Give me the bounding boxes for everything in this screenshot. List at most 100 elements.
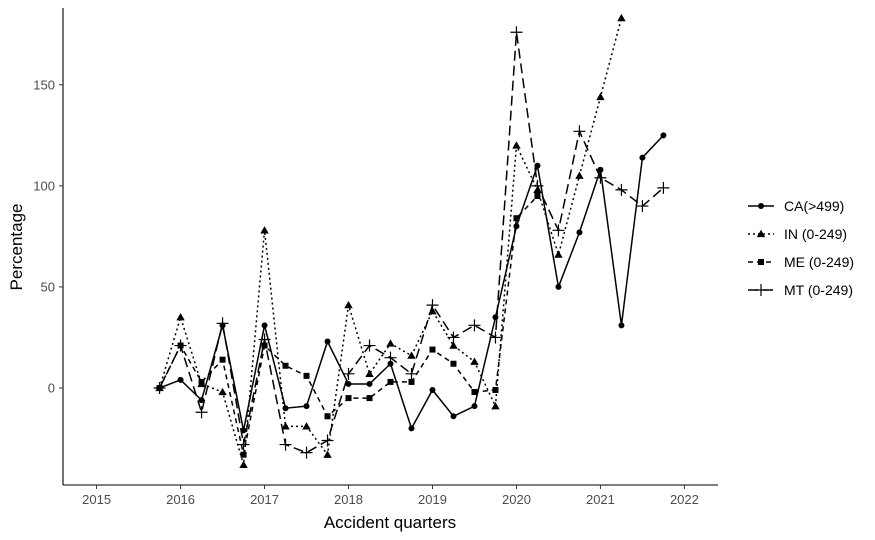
series-4-point-23 [636, 200, 649, 213]
series-2-point-8 [323, 450, 332, 458]
series-1-point-19 [555, 283, 562, 290]
series-3-point-7 [303, 372, 310, 379]
series-3-point-12 [408, 378, 415, 385]
series-4-point-14 [447, 331, 460, 344]
series-1-point-1 [177, 376, 184, 383]
series-1-point-14 [450, 413, 457, 420]
x-tick-label-2022: 2022 [670, 492, 699, 507]
series-4-point-17 [510, 26, 523, 39]
series-1-point-18 [534, 162, 541, 169]
series-2-point-19 [554, 250, 563, 258]
series-2-point-11 [386, 339, 395, 347]
legend-item-4-label: MT (0-249) [784, 282, 853, 298]
legend-item-1: CA(>499) [748, 198, 844, 214]
series-4-point-24 [657, 181, 670, 194]
series-4-point-1 [174, 339, 187, 352]
series-1-point-2 [198, 397, 205, 404]
series-4 [153, 26, 670, 459]
legend-item-4: MT (0-249) [748, 282, 853, 298]
series-1-point-10 [366, 380, 373, 387]
series-2-point-5 [260, 226, 269, 234]
x-tick-label-2017: 2017 [250, 492, 279, 507]
series-4-point-2 [195, 406, 208, 419]
series-4-point-3 [216, 317, 229, 330]
series-4-point-16 [489, 331, 502, 344]
y-tick-label-50: 50 [41, 279, 55, 294]
y-tick-label-150: 150 [33, 77, 55, 92]
series-4-point-13 [426, 299, 439, 312]
series-2-point-1 [176, 313, 185, 321]
series-4-point-18 [531, 179, 544, 192]
series-4-point-6 [279, 438, 292, 451]
series-1-point-9 [345, 380, 352, 387]
series-1-point-21 [597, 166, 604, 173]
series-1-point-17 [513, 223, 520, 230]
series-4-point-15 [468, 319, 481, 332]
series-2-point-3 [218, 387, 227, 396]
series-4-point-12 [405, 367, 418, 380]
series-1-point-24 [660, 132, 667, 139]
series-2-point-10 [365, 369, 374, 377]
series-4-point-0 [153, 381, 166, 394]
series-4-point-10 [363, 339, 376, 352]
series-layer [153, 13, 670, 468]
legend-item-3-marker-point-0 [758, 259, 764, 265]
x-tick-label-2018: 2018 [334, 492, 363, 507]
series-1-point-15 [471, 403, 478, 410]
series-1-point-8 [324, 338, 331, 345]
series-4-point-11 [384, 351, 397, 364]
series-2-point-17 [512, 141, 521, 149]
series-2-point-21 [596, 92, 605, 101]
series-2-point-7 [302, 422, 311, 430]
series-3-point-15 [471, 389, 478, 396]
series-2-point-20 [575, 171, 584, 179]
x-tick-label-2015: 2015 [82, 492, 111, 507]
series-2-point-9 [344, 300, 353, 309]
legend-item-2-marker-point-0 [756, 229, 766, 238]
y-axis-title: Percentage [7, 204, 26, 291]
series-1-point-22 [618, 322, 625, 329]
legend-item-3: ME (0-249) [748, 254, 854, 270]
legend-item-1-label: CA(>499) [784, 198, 844, 214]
series-3-point-9 [345, 395, 352, 402]
series-2-point-4 [239, 460, 248, 468]
series-1-point-5 [261, 322, 268, 329]
series-3-point-8 [324, 413, 331, 420]
series-3-point-13 [429, 346, 436, 353]
legend-item-2: IN (0-249) [748, 226, 847, 242]
series-4-point-5 [258, 333, 271, 346]
series-4-point-9 [342, 367, 355, 380]
axes [62, 8, 718, 486]
series-1-point-13 [429, 387, 436, 394]
series-3-point-2 [198, 378, 205, 385]
x-tick-label-2021: 2021 [586, 492, 615, 507]
series-3-point-3 [219, 356, 226, 363]
series-1-point-20 [576, 229, 583, 236]
series-2-point-12 [407, 351, 416, 359]
series-1-point-23 [639, 154, 646, 161]
series-3-point-17 [513, 215, 520, 222]
x-tick-label-2019: 2019 [418, 492, 447, 507]
series-1-point-6 [282, 405, 289, 412]
legend-item-4-marker-point-0 [755, 284, 767, 296]
x-axis-title: Accident quarters [324, 513, 456, 532]
series-3-point-4 [240, 451, 247, 458]
series-4-point-7 [300, 446, 313, 459]
series-4-point-4 [237, 438, 250, 451]
series-1-point-11 [387, 360, 394, 367]
series-3-point-16 [492, 387, 499, 394]
legend-item-3-label: ME (0-249) [784, 254, 854, 270]
series-1-point-7 [303, 403, 310, 410]
y-tick-label-0: 0 [48, 380, 55, 395]
series-4-point-8 [321, 434, 334, 447]
series-3 [156, 192, 541, 458]
series-4-point-20 [573, 125, 586, 138]
series-3-point-18 [534, 192, 541, 199]
series-2-point-14 [449, 341, 458, 349]
x-tick-label-2020: 2020 [502, 492, 531, 507]
series-2 [155, 13, 626, 468]
legend-item-1-marker-point-0 [758, 203, 764, 209]
series-3-point-11 [387, 378, 394, 385]
